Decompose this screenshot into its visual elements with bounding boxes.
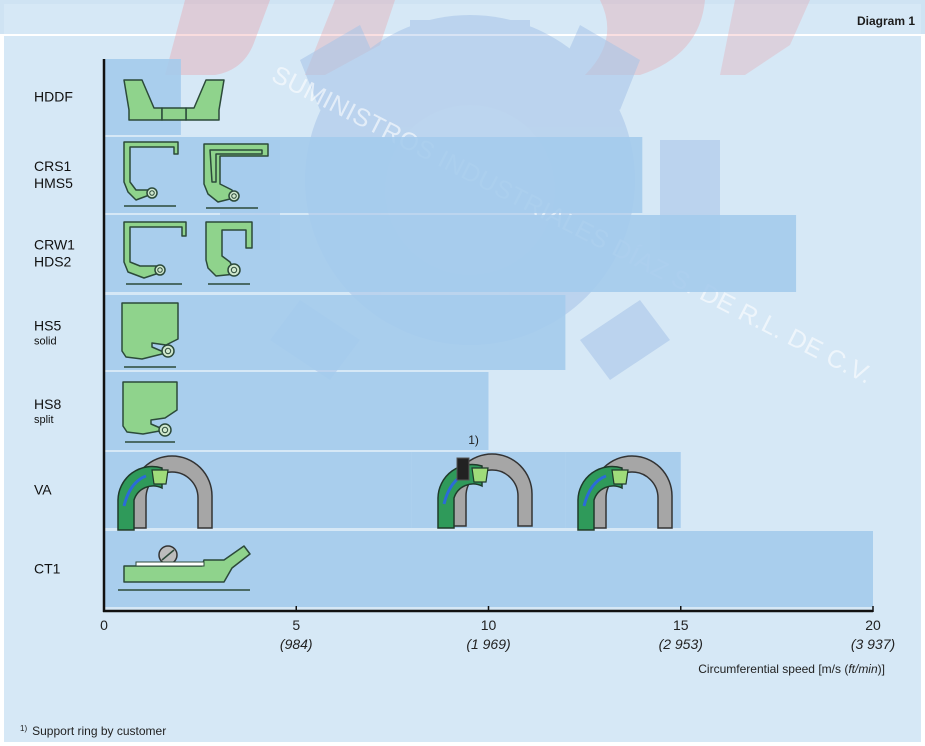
hs5-seal-icon — [121, 302, 179, 368]
hs8-seal-icon — [122, 381, 178, 443]
crw1-seal-icon — [123, 221, 187, 285]
x-axis-label-main: Circumferential speed [m/s ( — [698, 662, 848, 676]
x-tick-ftmin-label: (3 937) — [851, 636, 895, 652]
category-sublabel: solid — [34, 336, 57, 348]
footnote-text: Support ring by customer — [32, 724, 166, 738]
category-label: HDS2 — [34, 254, 72, 270]
crs1-seal-icon — [123, 141, 179, 207]
footnote: 1) Support ring by customer — [20, 724, 166, 738]
bar-crs1 — [104, 137, 643, 213]
category-label: HDDF — [34, 89, 73, 105]
hds2-seal-icon — [205, 221, 253, 285]
x-tick-label: 10 — [481, 617, 497, 633]
x-axis-label-end: )] — [878, 662, 885, 676]
x-tick-ftmin-label: (2 953) — [659, 636, 703, 652]
header-band — [4, 4, 921, 34]
category-label: CRS1 — [34, 158, 72, 174]
category-sublabel: split — [34, 414, 54, 426]
category-label: HS8 — [34, 396, 61, 412]
hms5-seal-icon — [203, 143, 269, 209]
ct1-seal-icon — [118, 545, 251, 591]
x-tick-ftmin-label: (1 969) — [466, 636, 510, 652]
x-tick-label: 20 — [865, 617, 881, 633]
x-tick-label: 0 — [100, 617, 108, 633]
x-tick-ftmin-label: (984) — [280, 636, 313, 652]
diagram-label: Diagram 1 — [856, 14, 915, 28]
x-axis-label: Circumferential speed [m/s (ft/min)] — [698, 662, 885, 676]
category-label: CT1 — [34, 561, 61, 577]
x-axis-label-unit: ft/min — [848, 662, 878, 676]
footnote-marker: 1) — [20, 724, 27, 733]
va-seal-icon-3 — [577, 455, 673, 531]
va-seal-icon-1 — [117, 455, 213, 531]
category-label: CRW1 — [34, 237, 75, 253]
x-tick-label: 5 — [292, 617, 300, 633]
bar-hs5 — [104, 295, 566, 370]
va-seal-icon-2 — [437, 453, 533, 529]
header-divider — [4, 34, 921, 36]
category-label: HS5 — [34, 318, 61, 334]
category-label: HMS5 — [34, 175, 73, 191]
x-tick-label: 15 — [673, 617, 689, 633]
va-footnote-marker: 1) — [468, 433, 479, 447]
category-label: VA — [34, 482, 52, 498]
hddf-seal-icon — [123, 79, 225, 121]
